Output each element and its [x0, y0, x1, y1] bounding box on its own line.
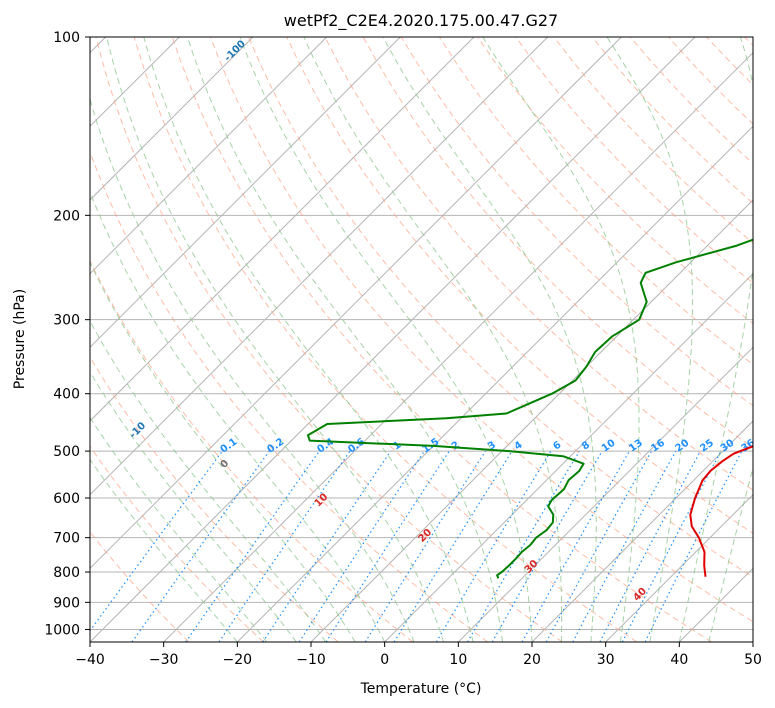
y-axis: 100 200 300 400 500 600 700 800 900 1000 [44, 30, 90, 638]
plot-background [90, 37, 753, 642]
isotherm-line [384, 272, 753, 642]
dry-adiabat-line [95, 37, 563, 642]
isotherm-line [531, 420, 753, 642]
mixing-ratio-line [325, 450, 450, 642]
temperature-profile-line [689, 445, 753, 577]
mixing-ratio-line [466, 450, 580, 642]
mixing-ratio-line [298, 450, 425, 642]
dry-adiabat-line [133, 37, 638, 642]
y-tick-label: 600 [53, 491, 80, 507]
moist-adiabat-line [239, 37, 533, 642]
x-tick-label: 30 [597, 652, 615, 668]
moist-adiabat-line [90, 320, 327, 642]
isotherm-line [90, 37, 622, 570]
isotherm-line [752, 641, 753, 642]
moist-adiabat-line [678, 37, 753, 642]
dry-adiabat-label: -30 [0, 368, 1, 389]
mixing-ratio-line [185, 450, 320, 642]
mixing-ratio-line [572, 450, 677, 642]
y-tick-label: 800 [53, 565, 80, 581]
x-tick-label: 20 [523, 652, 541, 668]
y-tick-label: 200 [53, 208, 80, 224]
y-tick-label: 300 [53, 313, 80, 329]
moist-adiabat-line [90, 458, 238, 642]
background-lines [90, 37, 753, 642]
x-axis-label: Temperature (°C) [360, 681, 482, 697]
dry-adiabat-line [248, 37, 753, 578]
mixing-ratio-line [218, 450, 351, 642]
mixing-ratio-line [262, 450, 392, 642]
y-tick-label: 500 [53, 444, 80, 460]
dry-adiabat-line [171, 37, 712, 642]
dry-adiabat-line [515, 37, 753, 284]
moist-adiabat-line [106, 37, 445, 642]
isotherm-line [90, 37, 475, 422]
moist-adiabat-line [90, 261, 356, 642]
x-tick-label: −10 [296, 652, 326, 668]
isotherm-line [90, 37, 254, 201]
y-tick-label: 400 [53, 387, 80, 403]
moist-adiabat-line [143, 37, 474, 642]
moist-adiabat-line [90, 190, 386, 642]
y-tick-label: 1000 [44, 622, 80, 638]
moist-adiabat-line [187, 37, 503, 642]
dry-adiabat-line [210, 37, 753, 623]
chart-title: wetPf2_C2E4.2020.175.00.47.G27 [284, 11, 558, 31]
plot-frame [89, 36, 754, 643]
x-tick-label: 0 [380, 652, 389, 668]
x-tick-label: 40 [670, 652, 688, 668]
dewpoint-profile-line [306, 238, 753, 579]
isotherm-line [90, 37, 696, 642]
moist-adiabat-line [90, 370, 297, 642]
moist-adiabat-line [482, 37, 640, 642]
moist-adiabat-line [90, 97, 415, 642]
moist-adiabat-line [303, 37, 563, 642]
mixing-ratio-line [599, 450, 702, 642]
x-tick-label: 10 [449, 652, 467, 668]
dry-adiabat-line [90, 259, 414, 642]
isotherm-line [163, 51, 753, 642]
y-tick-label: 700 [53, 531, 80, 547]
isotherm-line [90, 37, 401, 349]
x-tick-label: 50 [744, 652, 762, 668]
x-tick-label: −20 [223, 652, 253, 668]
moist-adiabat-line [606, 37, 694, 642]
mixing-ratio-line [364, 450, 486, 642]
dry-adiabat-line [324, 37, 753, 491]
y-axis-label: Pressure (hPa) [12, 289, 28, 389]
x-tick-label: −40 [75, 652, 105, 668]
y-tick-label: 100 [53, 30, 80, 46]
data-series [306, 238, 753, 579]
y-tick-label: 900 [53, 595, 80, 611]
dry-adiabat-line [286, 37, 753, 534]
moist-adiabat-line [708, 465, 753, 642]
moist-adiabat-line [90, 416, 268, 642]
dry-adiabat-line [90, 445, 264, 642]
x-axis: −40 −30 −20 −10 0 10 20 30 40 50 [75, 642, 762, 668]
mixing-ratio-line [393, 450, 513, 642]
moist-adiabat-line [382, 37, 597, 642]
isotherm-line [90, 37, 328, 275]
mixing-ratio-line [435, 450, 552, 642]
x-tick-label: −30 [149, 652, 179, 668]
isotherm-line [457, 346, 753, 642]
isotherm-line [605, 493, 753, 642]
isotherm-line [236, 125, 753, 642]
isotherm-line [90, 37, 549, 496]
